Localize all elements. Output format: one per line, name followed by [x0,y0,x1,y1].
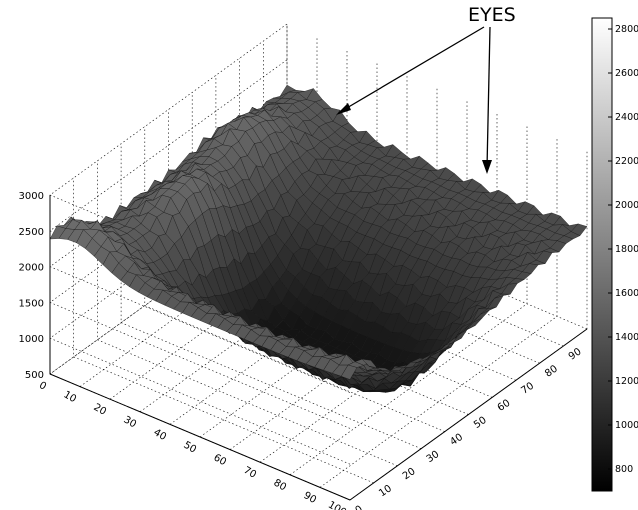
z-tick-label: 1000 [19,334,44,345]
colorbar-tick-label: 1000 [615,420,638,431]
colorbar-gradient [591,17,613,492]
eyes-label: EYES [468,4,516,26]
x-tick-label: 60 [496,398,513,414]
eyes-annotation: EYES [336,4,516,174]
z-tick-label: 2500 [19,227,44,238]
x-tick-label: 70 [519,381,536,397]
y-tick-label: 90 [301,490,318,506]
y-tick-label: 20 [91,402,108,418]
colorbar-tick-label: 1800 [615,244,638,255]
colorbar-tick-label: 1200 [615,376,638,387]
y-tick-label: 60 [211,452,228,468]
x-tick-label: 20 [401,466,418,482]
x-tick-label: 30 [425,449,442,465]
colorbar-tick-label: 2400 [615,112,638,123]
grid-line-y [289,124,528,476]
x-tick-label: 10 [377,483,394,499]
axis-lines [49,195,588,501]
colorbar-tick-label: 1600 [615,288,638,299]
z-tick-label: 2000 [19,263,44,274]
colorbar: 800 1000 1200 1400 1600 1800 2000 2200 2400 2600 2… [591,17,638,492]
arrow-left-eye [339,26,485,113]
z-tick-label: 500 [25,370,44,381]
y-tick-label: 70 [241,465,258,481]
x-tick-label: 50 [472,415,489,431]
colorbar-tick-label: 800 [615,464,633,475]
y-tick-label: 80 [271,478,288,494]
y-tick-label: 100 [326,500,348,510]
colorbar-tick-label: 2800 [615,24,638,35]
arrowhead-left-eye [336,103,351,115]
arrow-right-eye [486,26,491,169]
surface-patch [570,223,588,236]
x-tick-label: 0 [354,504,365,510]
colorbar-tick-label: 2200 [615,156,638,167]
y-axis-line [49,373,351,501]
y-tick-label: 10 [61,389,78,405]
y-tick-label: 40 [151,427,168,443]
y-tick-label: 30 [121,415,138,431]
x-tick-label: 90 [567,346,584,362]
x-axis-line [349,328,588,501]
y-tick-label: 0 [37,380,48,393]
arrowhead-right-eye [482,160,492,174]
colorbar-ticks: 800 1000 1200 1400 1600 1800 2000 2200 2400 2600 2… [608,24,638,475]
colorbar-tick-label: 2600 [615,68,638,79]
z-tick-label: 3000 [19,191,44,202]
x-tick-label: 80 [543,363,560,379]
y-tick-label: 50 [181,440,198,456]
z-tick-label: 1500 [19,298,44,309]
colorbar-tick-label: 1400 [615,332,638,343]
surface-plot [49,84,588,393]
colorbar-tick-label: 2000 [615,200,638,211]
grid-line-y [319,137,558,488]
x-tick-label: 40 [448,432,465,448]
